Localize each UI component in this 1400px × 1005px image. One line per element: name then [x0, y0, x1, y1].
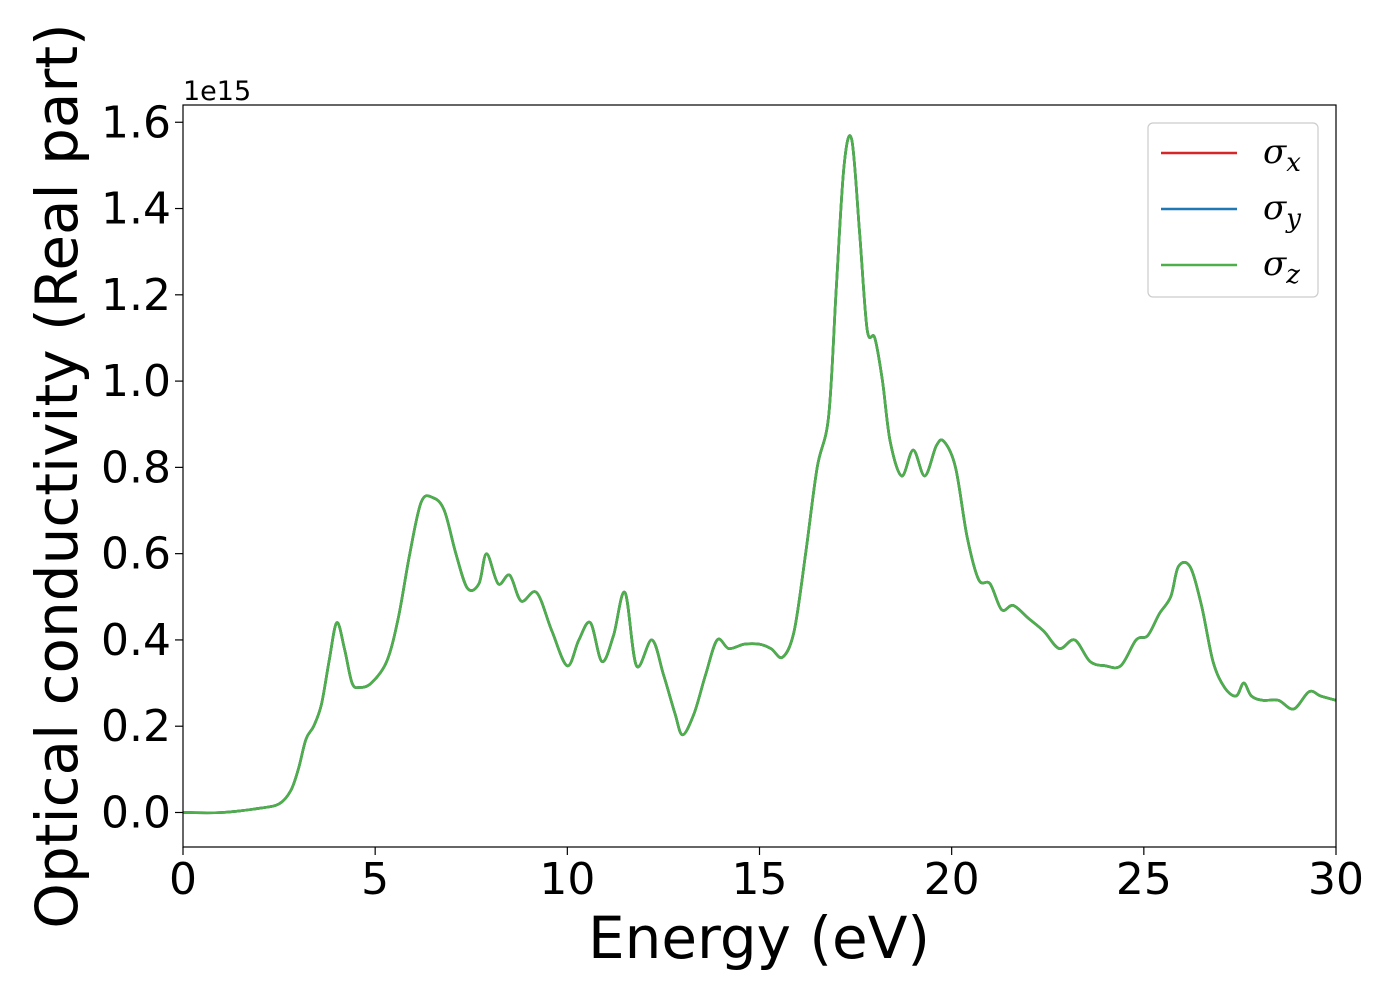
- x-axis: 0 5 10 15 20 25 30: [169, 847, 1364, 905]
- x-tick-label: 0: [169, 854, 197, 905]
- x-tick-label: 15: [732, 854, 788, 905]
- legend-label-sigma-y: σy: [1263, 188, 1301, 234]
- series-layer: [183, 134, 1336, 815]
- y-tick-label: 0.8: [101, 442, 171, 493]
- x-tick-label: 30: [1308, 854, 1364, 905]
- y-tick-label: 1.4: [101, 184, 171, 235]
- x-tick-label: 5: [361, 854, 389, 905]
- legend-label-sigma-x: σx: [1263, 132, 1301, 178]
- y-tick-label: 0.2: [101, 701, 171, 752]
- legend: σx σy σz: [1147, 122, 1319, 298]
- legend-label-sigma-z: σz: [1263, 244, 1300, 290]
- y-tick-label: 1.0: [101, 356, 171, 407]
- y-offset-text: 1e15: [183, 76, 251, 107]
- series-line-sigma-z: [183, 134, 1336, 815]
- y-axis-title: Optical conductivity (Real part): [23, 23, 91, 928]
- y-tick-label: 0.0: [101, 787, 171, 838]
- y-tick-label: 0.4: [101, 615, 171, 666]
- x-axis-title: Energy (eV): [588, 904, 930, 972]
- x-tick-label: 25: [1116, 854, 1172, 905]
- x-tick-label: 20: [924, 854, 980, 905]
- y-axis: 0.0 0.2 0.4 0.6 0.8 1.0 1.2 1.4 1.6: [101, 97, 183, 838]
- y-tick-label: 1.6: [101, 97, 171, 148]
- x-tick-label: 10: [539, 854, 595, 905]
- y-tick-label: 1.2: [101, 270, 171, 321]
- y-tick-label: 0.6: [101, 529, 171, 580]
